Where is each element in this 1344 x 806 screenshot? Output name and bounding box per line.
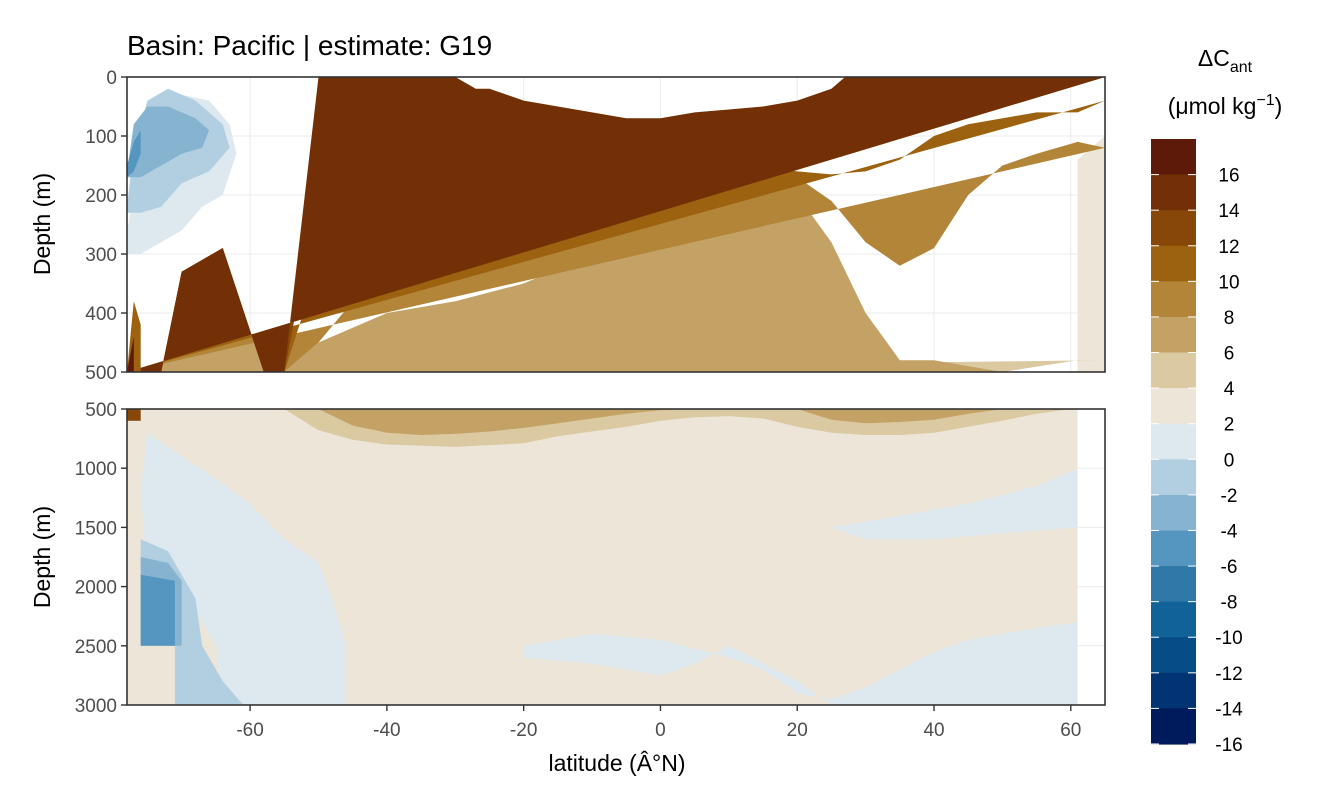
legend-label: 2 — [1224, 415, 1235, 436]
xtick-label: -20 — [510, 720, 537, 741]
legend-label: -14 — [1215, 699, 1243, 720]
panel-upper: 0 100 200 300 400 500 — [85, 68, 1106, 384]
xtick-label: -40 — [373, 720, 400, 741]
legend-swatch-14 — [1151, 637, 1196, 674]
lower-y-ticks: 500 1000 1500 2000 2500 3000 — [75, 400, 127, 717]
legend-colorbar — [1151, 139, 1196, 745]
legend: ΔCant (μmol kg−1) 16 14 12 10 8 6 4 2 0 -2 -4 -6 -8 -… — [1151, 45, 1282, 756]
legend-label: 4 — [1224, 379, 1235, 400]
legend-title-main: ΔC — [1198, 45, 1230, 71]
legend-label: -16 — [1215, 735, 1242, 756]
lower-contour-bands — [127, 409, 1078, 705]
xtick-label: -60 — [236, 720, 263, 741]
legend-label: -6 — [1221, 557, 1238, 578]
legend-label: 8 — [1224, 308, 1235, 329]
legend-label: 6 — [1224, 344, 1235, 365]
legend-title: ΔCant — [1198, 45, 1253, 76]
legend-label: 10 — [1218, 272, 1239, 293]
lower-ytick-label: 500 — [85, 400, 117, 421]
lower-band-0 — [127, 409, 1078, 705]
legend-unit-exp: −1 — [1256, 92, 1274, 109]
panel-lower: 500 1000 1500 2000 2500 3000 -60 -40 -20 0 20 40 60 — [75, 400, 1106, 741]
xtick-label: 60 — [1060, 720, 1081, 741]
legend-swatch-7 — [1151, 388, 1196, 425]
upper-band-3 — [127, 141, 1105, 372]
legend-label: -10 — [1215, 628, 1242, 649]
legend-swatch-4 — [1151, 281, 1196, 318]
upper-ytick-label: 100 — [85, 127, 117, 148]
legend-swatch-15 — [1151, 672, 1196, 710]
legend-swatch-5 — [1151, 316, 1196, 354]
legend-swatch-10 — [1151, 494, 1196, 532]
upper-band-4 — [127, 100, 1105, 372]
upper-panel-frame — [126, 76, 1106, 373]
y-axis-label-lower: Depth (m) — [29, 506, 55, 608]
legend-label: 0 — [1224, 450, 1235, 471]
lower-band-2 — [318, 409, 1003, 435]
upper-band-2 — [127, 177, 1105, 372]
upper-contour-bands — [127, 77, 1105, 372]
legend-unit-suffix: ) — [1275, 93, 1283, 119]
upper-y-ticks: 0 100 200 300 400 500 — [85, 68, 127, 384]
y-axis-label-upper: Depth (m) — [29, 173, 55, 275]
lower-band-7 — [523, 622, 1078, 705]
upper-band-6 — [127, 77, 1105, 372]
upper-ytick-label: 0 — [106, 68, 117, 89]
legend-title-sub: ant — [1230, 59, 1253, 76]
legend-label: -4 — [1221, 521, 1238, 542]
legend-label: 14 — [1218, 201, 1240, 222]
upper-ytick-label: 200 — [85, 186, 117, 207]
legend-swatch-1 — [1151, 174, 1196, 211]
legend-swatch-3 — [1151, 245, 1196, 282]
lower-ytick-label: 2500 — [75, 637, 117, 658]
legend-swatch-16 — [1151, 708, 1196, 745]
legend-swatch-6 — [1151, 352, 1196, 389]
xtick-label: 20 — [787, 720, 808, 741]
lower-band-9 — [127, 409, 141, 421]
lower-band-3 — [140, 432, 346, 705]
upper-band-10 — [127, 130, 141, 178]
legend-swatch-0 — [1151, 139, 1196, 176]
legend-label: -2 — [1221, 486, 1238, 507]
lower-ytick-label: 3000 — [75, 696, 117, 717]
legend-label: -8 — [1221, 593, 1238, 614]
x-ticks: -60 -40 -20 0 20 40 60 — [236, 705, 1081, 741]
lower-ytick-label: 2000 — [75, 578, 117, 599]
legend-label: 12 — [1218, 237, 1239, 258]
legend-swatch-8 — [1151, 423, 1196, 460]
legend-label: 16 — [1218, 166, 1239, 187]
upper-band-12 — [127, 336, 134, 372]
legend-swatch-9 — [1151, 459, 1196, 496]
chart-title: Basin: Pacific | estimate: G19 — [127, 30, 492, 61]
legend-swatch-12 — [1151, 566, 1196, 603]
legend-label: -12 — [1215, 664, 1242, 685]
upper-band-9 — [127, 106, 210, 178]
lower-ytick-label: 1000 — [75, 459, 117, 480]
legend-swatch-13 — [1151, 601, 1196, 638]
legend-unit-prefix: (μmol kg — [1168, 93, 1257, 119]
lower-band-6 — [140, 574, 175, 646]
lower-band-8 — [831, 468, 1078, 540]
x-axis-label: latitude (Â°N) — [548, 750, 685, 776]
legend-unit: (μmol kg−1) — [1168, 92, 1283, 119]
upper-ytick-label: 300 — [85, 245, 117, 266]
legend-labels: 16 14 12 10 8 6 4 2 0 -2 -4 -6 -8 -10 -12 -14 -16 — [1151, 166, 1243, 756]
upper-ytick-label: 500 — [85, 363, 117, 384]
legend-swatch-2 — [1151, 210, 1196, 247]
upper-ytick-label: 400 — [85, 304, 117, 325]
lower-ytick-label: 1500 — [75, 518, 117, 539]
xtick-label: 0 — [655, 720, 666, 741]
legend-swatch-11 — [1151, 530, 1196, 567]
xtick-label: 40 — [923, 720, 944, 741]
lower-panel-frame — [126, 408, 1106, 706]
